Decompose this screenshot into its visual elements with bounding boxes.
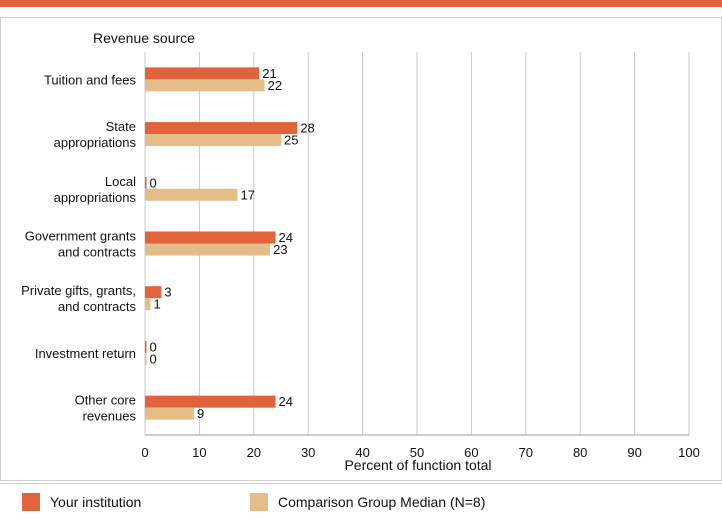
category-label-1-line-0: State	[106, 119, 136, 134]
value-label-comparison-4: 1	[153, 297, 160, 312]
chart-frame: Revenue source Tuition and fees State appr…	[0, 17, 722, 481]
x-tick-label-70: 70	[519, 445, 533, 460]
value-label-institution-0: 21	[262, 66, 276, 81]
bar-institution-3	[145, 231, 276, 244]
category-label-2-line-0: Local	[105, 174, 136, 189]
category-label-6-line-1: revenues	[83, 409, 137, 424]
bar-chart: Revenue source Tuition and feesStateappr…	[0, 17, 722, 481]
bar-institution-6	[145, 395, 276, 408]
x-axis-label: Percent of function total	[344, 457, 491, 473]
top-rule	[0, 0, 722, 7]
category-label-5-line-0: Investment return	[35, 346, 136, 361]
bar-comparison-3	[145, 243, 271, 256]
bar-comparison-5	[145, 352, 147, 365]
x-tick-labels: 0 10 20 30 40 50 60 70 80 90 100	[141, 445, 699, 460]
bar-institution-2	[145, 176, 147, 189]
value-label-comparison-6: 9	[197, 406, 204, 421]
x-tick-label-30: 30	[301, 445, 315, 460]
category-label-0-line-0: Tuition and fees	[44, 72, 137, 87]
bar-comparison-2	[145, 188, 238, 201]
value-label-comparison-1: 25	[284, 133, 298, 148]
x-tick-label-60: 60	[464, 445, 478, 460]
bar-comparison-6	[145, 407, 194, 420]
x-tick-label-50: 50	[410, 445, 424, 460]
legend-label-your-institution: Your institution	[50, 494, 142, 510]
bar-institution-5	[145, 340, 147, 353]
value-label-institution-4: 3	[164, 285, 171, 300]
legend-item-your-institution: Your institution	[22, 493, 141, 511]
category-labels: Tuition and feesStateappropriationsLocal…	[21, 72, 136, 423]
bar-institution-4	[145, 286, 162, 299]
grid-lines	[144, 52, 690, 436]
x-tick-label-90: 90	[627, 445, 641, 460]
x-tick-label-10: 10	[192, 445, 206, 460]
value-label-comparison-2: 17	[240, 187, 254, 202]
x-tick-label-100: 100	[678, 445, 700, 460]
value-label-institution-6: 24	[279, 394, 293, 409]
legend-label-comparison-group: Comparison Group Median (N=8)	[278, 494, 486, 510]
x-tick-label-0: 0	[141, 445, 148, 460]
value-label-comparison-3: 23	[273, 242, 287, 257]
category-label-4-line-1: and contracts	[58, 299, 137, 314]
value-label-institution-2: 0	[150, 175, 157, 190]
plot-background	[0, 17, 722, 481]
category-label-1-line-1: appropriations	[54, 135, 137, 150]
category-label-3-line-1: and contracts	[58, 245, 137, 260]
bar-comparison-4	[145, 298, 151, 311]
legend-swatch-comparison-group	[250, 493, 268, 511]
value-label-institution-1: 28	[300, 121, 314, 136]
category-label-6-line-0: Other core	[75, 393, 136, 408]
x-tick-label-80: 80	[573, 445, 587, 460]
legend-item-comparison-group: Comparison Group Median (N=8)	[250, 493, 485, 511]
category-label-3-line-0: Government grants	[25, 229, 137, 244]
bar-institution-1	[145, 122, 298, 135]
bars	[145, 67, 298, 420]
bar-comparison-1	[145, 134, 281, 147]
category-label-2-line-1: appropriations	[54, 190, 137, 205]
legend: Your institution Comparison Group Median…	[0, 483, 722, 519]
category-label-4-line-0: Private gifts, grants,	[21, 283, 136, 298]
value-label-comparison-5: 0	[150, 351, 157, 366]
value-label-comparison-0: 22	[268, 78, 282, 93]
x-tick-label-40: 40	[355, 445, 369, 460]
bar-comparison-0	[145, 79, 265, 92]
value-label-institution-3: 24	[279, 230, 293, 245]
bar-institution-0	[145, 67, 260, 80]
x-tick-label-20: 20	[247, 445, 261, 460]
value-label-institution-5: 0	[150, 339, 157, 354]
chart-title: Revenue source	[93, 30, 195, 46]
legend-swatch-your-institution	[22, 493, 40, 511]
